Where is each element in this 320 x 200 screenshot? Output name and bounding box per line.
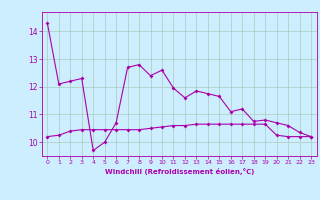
X-axis label: Windchill (Refroidissement éolien,°C): Windchill (Refroidissement éolien,°C) xyxy=(105,168,254,175)
